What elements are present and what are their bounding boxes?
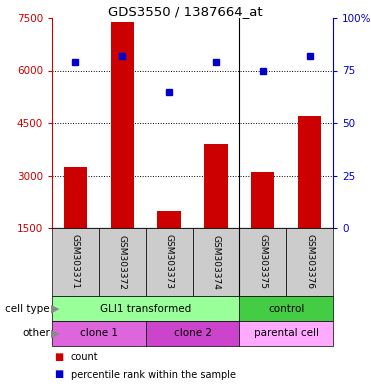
Bar: [111, 22, 134, 228]
Text: GSM303371: GSM303371: [71, 235, 80, 290]
Text: ■: ■: [54, 369, 63, 379]
Text: GSM303373: GSM303373: [165, 235, 174, 290]
Text: control: control: [268, 303, 304, 313]
Text: cell type: cell type: [5, 303, 50, 313]
Text: clone 2: clone 2: [174, 328, 211, 339]
Text: parental cell: parental cell: [254, 328, 319, 339]
Bar: [204, 144, 228, 228]
Text: GSM303375: GSM303375: [258, 235, 267, 290]
Text: percentile rank within the sample: percentile rank within the sample: [70, 369, 236, 379]
Text: ▶: ▶: [51, 303, 59, 313]
Text: other: other: [22, 328, 50, 339]
Bar: [64, 167, 87, 228]
Text: GSM303372: GSM303372: [118, 235, 127, 290]
Text: GDS3550 / 1387664_at: GDS3550 / 1387664_at: [108, 5, 263, 18]
Text: ■: ■: [54, 353, 63, 362]
Text: GLI1 transformed: GLI1 transformed: [100, 303, 191, 313]
Text: count: count: [70, 353, 98, 362]
Bar: [298, 116, 321, 228]
Bar: [251, 172, 275, 228]
Text: GSM303374: GSM303374: [211, 235, 220, 290]
Bar: [157, 210, 181, 228]
Text: GSM303376: GSM303376: [305, 235, 314, 290]
Text: ▶: ▶: [51, 328, 59, 339]
Text: clone 1: clone 1: [80, 328, 118, 339]
